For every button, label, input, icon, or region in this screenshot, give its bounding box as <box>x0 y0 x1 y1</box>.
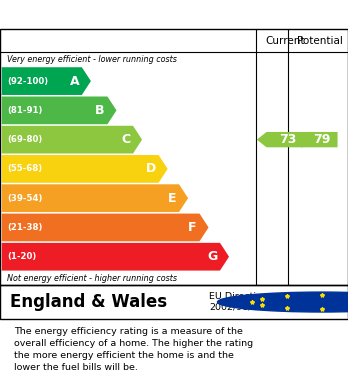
Polygon shape <box>292 132 338 147</box>
Text: E: E <box>168 192 176 204</box>
Polygon shape <box>257 132 303 147</box>
Polygon shape <box>2 155 168 183</box>
Text: C: C <box>121 133 130 146</box>
Polygon shape <box>2 67 91 95</box>
Text: A: A <box>70 75 79 88</box>
Polygon shape <box>2 213 208 241</box>
Text: D: D <box>145 162 156 176</box>
Text: B: B <box>95 104 105 117</box>
Text: England & Wales: England & Wales <box>10 293 168 311</box>
Polygon shape <box>2 243 229 271</box>
Polygon shape <box>2 126 142 154</box>
Text: Not energy efficient - higher running costs: Not energy efficient - higher running co… <box>7 274 177 283</box>
Text: Current: Current <box>265 36 304 46</box>
Text: The energy efficiency rating is a measure of the
overall efficiency of a home. T: The energy efficiency rating is a measur… <box>14 327 253 372</box>
Text: Energy Efficiency Rating: Energy Efficiency Rating <box>14 7 224 22</box>
Circle shape <box>218 292 348 312</box>
Text: (21-38): (21-38) <box>7 223 42 232</box>
Polygon shape <box>2 97 117 124</box>
Text: EU Directive
2002/91/EC: EU Directive 2002/91/EC <box>209 292 267 312</box>
Text: G: G <box>207 250 217 263</box>
Text: (92-100): (92-100) <box>7 77 48 86</box>
Text: Potential: Potential <box>296 36 342 46</box>
Text: 79: 79 <box>314 133 331 146</box>
Text: Very energy efficient - lower running costs: Very energy efficient - lower running co… <box>7 55 177 64</box>
Text: (1-20): (1-20) <box>7 252 36 261</box>
Text: F: F <box>188 221 197 234</box>
Text: 73: 73 <box>279 133 296 146</box>
Polygon shape <box>2 184 188 212</box>
Text: (81-91): (81-91) <box>7 106 42 115</box>
Text: (69-80): (69-80) <box>7 135 42 144</box>
Text: (55-68): (55-68) <box>7 164 42 173</box>
Text: (39-54): (39-54) <box>7 194 42 203</box>
